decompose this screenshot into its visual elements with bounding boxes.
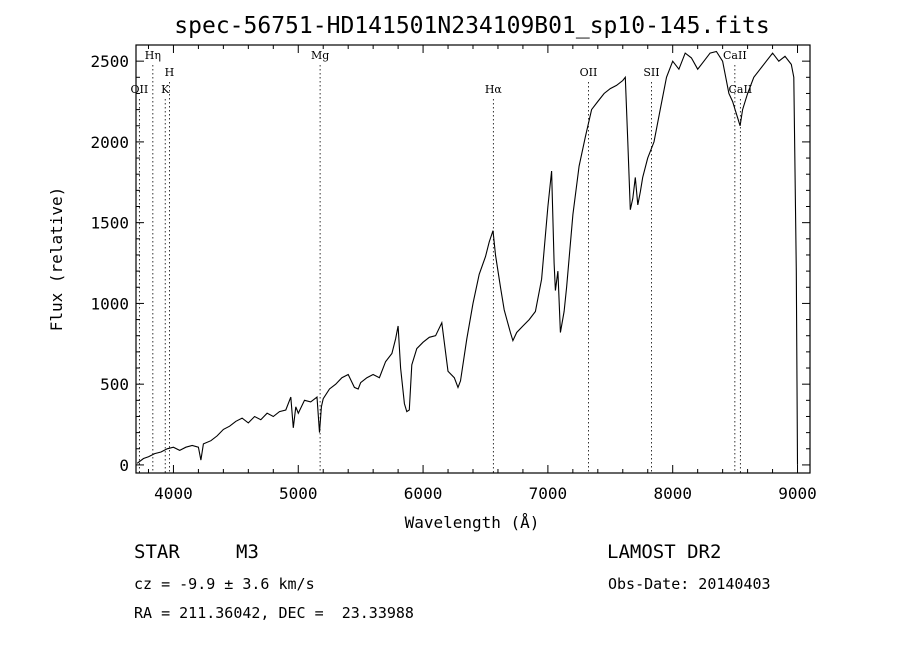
y-tick-label: 1000 (90, 294, 129, 313)
x-tick-label: 9000 (778, 484, 817, 503)
redshift-readout: cz = -9.9 ± 3.6 km/s (134, 575, 315, 593)
spectrum-line (136, 50, 799, 465)
y-tick-label: 2000 (90, 133, 129, 152)
x-axis-label: Wavelength (Å) (405, 513, 540, 532)
emission-line-markers: Hη OII HK Mg Hα OII SII CaII CaII (131, 49, 753, 473)
x-tick-label: 4000 (154, 484, 193, 503)
line-marker-label: SII (643, 66, 659, 79)
object-class: STAR (134, 541, 180, 563)
line-marker-label: Hα (485, 83, 503, 96)
observation-date: Obs-Date: 20140403 (608, 575, 771, 593)
x-tick-label: 5000 (279, 484, 318, 503)
line-marker-label: K (161, 83, 170, 96)
object-subclass: M3 (236, 541, 259, 563)
coordinates-readout: RA = 211.36042, DEC = 23.33988 (134, 604, 414, 622)
chart-title: spec-56751-HD141501N234109B01_sp10-145.f… (174, 13, 769, 39)
y-tick-label: 500 (100, 375, 129, 394)
plot-frame (135, 44, 811, 474)
line-marker-label: Mg (311, 49, 329, 62)
axis-ticks: 4000 5000 6000 7000 8000 9000 0 500 1000 1500 2000… (90, 45, 817, 503)
x-tick-label: 6000 (404, 484, 443, 503)
line-marker-label: OII (131, 83, 149, 96)
line-marker-label: Hη (145, 49, 161, 62)
line-marker-label: OII (580, 66, 598, 79)
line-marker-label: CaII (723, 49, 747, 62)
survey-label: LAMOST DR2 (607, 541, 722, 563)
x-tick-label: 8000 (653, 484, 692, 503)
x-tick-label: 7000 (529, 484, 568, 503)
y-axis-label: Flux (relative) (47, 187, 66, 332)
y-tick-label: 1500 (90, 214, 129, 233)
line-marker-label: CaII (729, 83, 753, 96)
y-tick-label: 0 (119, 456, 129, 475)
line-marker-label: H (165, 66, 175, 79)
y-tick-label: 2500 (90, 52, 129, 71)
